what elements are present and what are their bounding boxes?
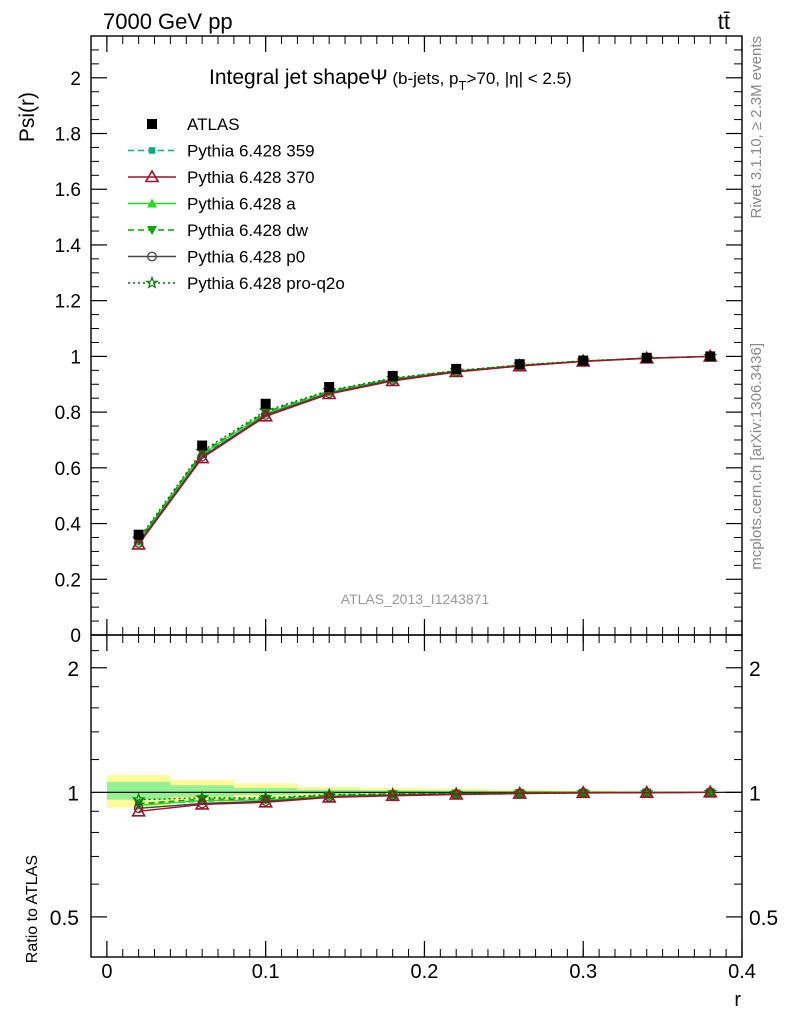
- legend-label-pq2o: Pythia 6.428 pro-q2o: [187, 274, 345, 293]
- series-line-pa: [138, 355, 711, 543]
- x-tick-label: 0.2: [411, 961, 439, 983]
- ratio-point-pq2o: [512, 785, 527, 799]
- data-point-atlas: [451, 363, 462, 374]
- plot-title-cut-prefix: (b-jets, p: [388, 69, 459, 88]
- ratio-point-p370: [639, 785, 655, 798]
- data-point-atlas: [260, 398, 271, 409]
- y-tick-label: 1.8: [55, 125, 81, 146]
- ratio-point-p370: [258, 794, 274, 808]
- ratio-point-p370: [131, 803, 147, 817]
- y-tick-label: 0: [70, 626, 81, 647]
- legend-label-p370: Pythia 6.428 370: [187, 168, 315, 187]
- ratio-point-p370: [512, 785, 528, 799]
- plot-title-cut-sub: T: [459, 78, 467, 93]
- series-line-p359: [138, 355, 711, 541]
- ratio-point-pq2o: [131, 792, 146, 806]
- data-point-p370: [194, 450, 210, 464]
- lower-plot-frame: [90, 634, 743, 958]
- y-tick-label: 1.4: [55, 236, 82, 257]
- lower-y-axis-label: Ratio to ATLAS: [24, 855, 41, 963]
- legend-label-atlas: ATLAS: [187, 115, 240, 134]
- plot-title: Integral jet shapeΨ (b-jets, pT>70, |η| …: [209, 66, 572, 93]
- ratio-y-tick-label: 0.5: [50, 907, 79, 930]
- ratio-y-tick-label: 1: [67, 782, 79, 805]
- ratio-y-tick-label-right: 1: [749, 782, 761, 805]
- y-tick-label: 0.2: [55, 570, 81, 591]
- data-point-atlas: [514, 359, 525, 370]
- ratio-point-p370: [321, 789, 337, 803]
- rivet-version-label: Rivet 3.1.10, ≥ 2.3M events: [748, 36, 765, 219]
- legend-label-pp0: Pythia 6.428 p0: [187, 248, 305, 267]
- plot-title-main: Integral jet shapeΨ: [209, 66, 388, 89]
- upper-y-axis-label: Psi(r): [16, 92, 39, 142]
- y-tick-label: 0.4: [55, 515, 82, 536]
- series-line-pq2o: [138, 355, 711, 540]
- x-tick-label: 0: [101, 961, 112, 983]
- data-point-atlas: [133, 529, 144, 540]
- legend-label-pa: Pythia 6.428 a: [187, 195, 296, 214]
- series-line-p370: [138, 355, 711, 545]
- ratio-point-p370: [194, 796, 210, 810]
- data-point-atlas: [324, 382, 335, 393]
- x-axis-label: r: [734, 989, 741, 1011]
- header-right-label: tt̄: [718, 9, 730, 34]
- data-point-p370: [131, 536, 147, 550]
- y-tick-label: 0.6: [55, 459, 81, 480]
- data-point-atlas: [197, 440, 208, 451]
- y-tick-label: 1.2: [55, 292, 81, 313]
- legend-marker-p370: [144, 169, 160, 183]
- series-line-pdw: [138, 355, 711, 541]
- ratio-y-tick-label-right: 2: [749, 658, 761, 681]
- ratio-line-p370: [138, 791, 711, 812]
- header-left-label: 7000 GeV pp: [103, 9, 233, 34]
- plot-title-cut-suffix: >70, |η| < 2.5): [466, 69, 571, 88]
- analysis-watermark: ATLAS_2013_I1243871: [341, 591, 490, 607]
- y-tick-label: 2: [70, 69, 81, 90]
- mcplots-reference-label: mcplots.cern.ch [arXiv:1306.3436]: [748, 343, 765, 570]
- ratio-y-tick-label-right: 0.5: [749, 907, 778, 930]
- ratio-point-p370: [385, 788, 401, 802]
- uncertainty-band-green: [106, 781, 171, 800]
- data-point-p370: [258, 408, 274, 422]
- y-tick-label: 1.6: [55, 180, 81, 201]
- ratio-point-p370: [448, 786, 464, 800]
- ratio-line-pdw: [138, 791, 711, 805]
- x-tick-label: 0.3: [569, 961, 597, 983]
- ratio-point-pq2o: [576, 785, 591, 799]
- legend-label-pdw: Pythia 6.428 dw: [187, 221, 309, 240]
- legend-marker-pdw: [147, 226, 157, 235]
- data-point-atlas: [641, 352, 652, 363]
- series-line-pp0: [138, 355, 711, 544]
- legend-marker-atlas: [147, 119, 157, 129]
- x-tick-label: 0.1: [252, 961, 280, 983]
- ratio-point-pq2o: [639, 785, 654, 799]
- y-tick-label: 1: [70, 347, 81, 368]
- legend-marker-pp0: [147, 251, 157, 262]
- data-point-atlas: [705, 351, 716, 362]
- ratio-point-pq2o: [449, 786, 464, 800]
- ratio-point-p370: [702, 784, 718, 798]
- ratio-point-p370: [575, 785, 591, 799]
- legend-marker-p359: [148, 147, 156, 154]
- ratio-point-pq2o: [258, 790, 273, 804]
- data-point-p370: [321, 386, 337, 400]
- legend-label-p359: Pythia 6.428 359: [187, 142, 315, 161]
- legend-marker-pq2o: [145, 275, 159, 289]
- data-point-pq2o: [258, 403, 273, 417]
- ratio-y-tick-label: 2: [67, 658, 79, 681]
- legend: ATLAS Pythia 6.428 359 Pythia 6.428 370 Pyt…: [128, 115, 345, 293]
- legend-marker-pa: [147, 198, 157, 208]
- x-tick-label: 0.4: [728, 961, 756, 983]
- data-point-atlas: [578, 355, 589, 366]
- ratio-point-pq2o: [703, 785, 718, 799]
- y-tick-label: 0.8: [55, 403, 81, 424]
- data-point-atlas: [387, 370, 398, 381]
